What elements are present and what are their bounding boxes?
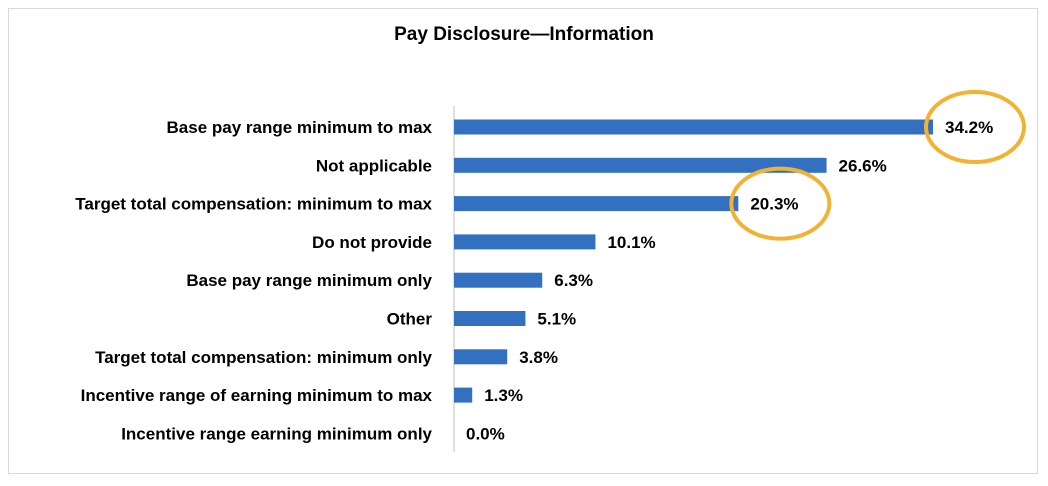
value-label: 34.2% — [945, 118, 993, 137]
chart-title: Pay Disclosure—Information — [394, 24, 654, 45]
value-label: 20.3% — [750, 195, 798, 214]
value-label: 6.3% — [554, 271, 593, 290]
value-label: 10.1% — [607, 233, 655, 252]
bar — [454, 234, 596, 250]
category-label: Incentive range earning minimum only — [121, 424, 432, 443]
bar — [454, 311, 526, 326]
category-label: Base pay range minimum to max — [167, 118, 433, 137]
highlight-circle — [729, 166, 832, 241]
bar — [454, 119, 933, 135]
value-label: 1.3% — [484, 386, 523, 405]
category-label: Base pay range minimum only — [186, 271, 432, 290]
value-label: 5.1% — [537, 310, 576, 329]
bar — [454, 196, 739, 212]
bar — [454, 387, 473, 403]
highlight-circle — [924, 90, 1026, 164]
bars-group: Base pay range minimum to max 34.2% Not ap… — [75, 90, 1026, 443]
value-label: 3.8% — [519, 348, 558, 367]
category-label: Do not provide — [312, 233, 432, 252]
category-label: Incentive range of earning minimum to ma… — [81, 386, 433, 405]
bar — [454, 157, 827, 173]
value-label: 26.6% — [839, 156, 887, 175]
value-label: 0.0% — [466, 424, 505, 443]
category-label: Target total compensation: minimum only — [95, 348, 432, 367]
category-label: Not applicable — [316, 156, 432, 175]
bar — [454, 349, 508, 365]
category-label: Other — [387, 310, 433, 329]
bar — [454, 272, 543, 288]
category-label: Target total compensation: minimum to ma… — [75, 195, 432, 214]
